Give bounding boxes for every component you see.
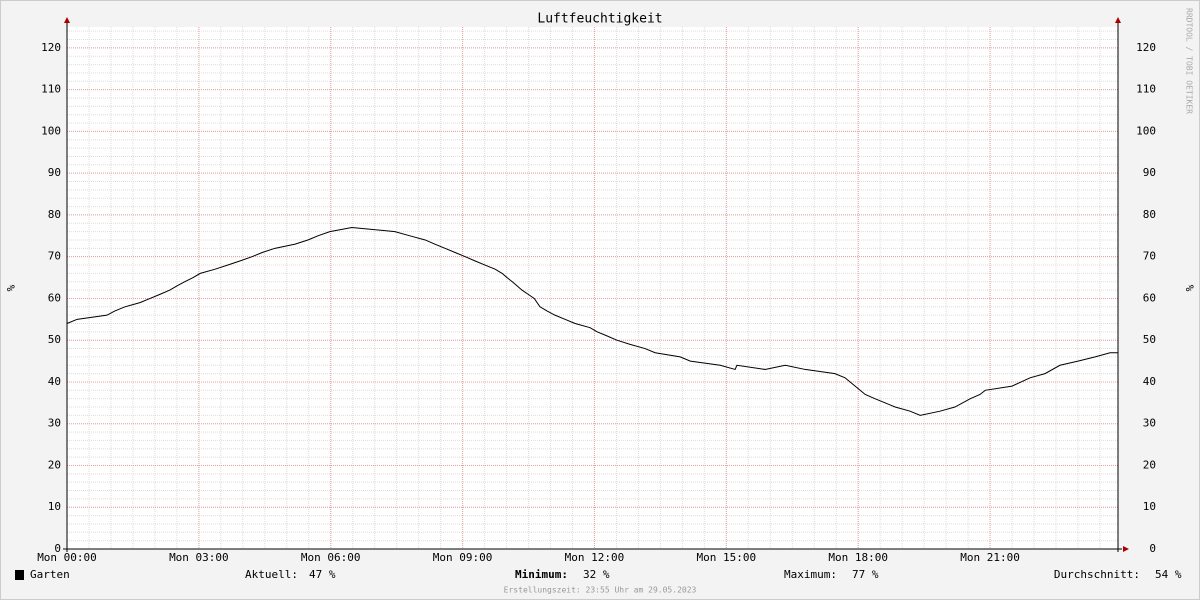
stat-label: Durchschnitt:	[1054, 568, 1140, 581]
x-tick-label: Mon 15:00	[697, 551, 757, 564]
y-tick-label: 60	[48, 291, 61, 304]
line	[66, 226, 1118, 416]
y-tick-label: 70	[48, 250, 61, 263]
axis-arrow	[1115, 17, 1121, 23]
y-tick-label: 50	[48, 333, 61, 346]
y2-tick-label: 0	[1149, 542, 1156, 555]
x-tick-label: Mon 21:00	[960, 551, 1020, 564]
stat-value: 77 %	[852, 568, 879, 581]
y-tick-label: 110	[41, 83, 61, 96]
y2-axis-label: %	[1183, 285, 1196, 292]
y-tick-label: 120	[41, 41, 61, 54]
y-axis-label: %	[4, 285, 17, 292]
y2-tick-label: 120	[1136, 41, 1156, 54]
y2-tick-label: 110	[1136, 83, 1156, 96]
y-tick-label: 100	[41, 124, 61, 137]
y2-tick-label: 20	[1143, 458, 1156, 471]
stat-label: Minimum:	[515, 568, 568, 581]
axis-arrow	[64, 17, 70, 23]
y2-tick-label: 10	[1143, 500, 1156, 513]
y2-tick-label: 50	[1143, 333, 1156, 346]
y2-tick-label: 80	[1143, 208, 1156, 221]
axis-arrow	[1123, 546, 1129, 552]
x-tick-label: Mon 06:00	[301, 551, 361, 564]
y-tick-label: 80	[48, 208, 61, 221]
stat-value: 54 %	[1155, 568, 1182, 581]
y2-tick-label: 90	[1143, 166, 1156, 179]
chart-title: Luftfeuchtigkeit	[537, 12, 662, 27]
watermark: RRDTOOL / TOBI OETIKER	[1185, 8, 1194, 114]
x-tick-label: Mon 00:00	[37, 551, 97, 564]
y-tick-label: 10	[48, 500, 61, 513]
y-tick-label: 20	[48, 458, 61, 471]
x-tick-label: Mon 12:00	[565, 551, 625, 564]
y-tick-label: 40	[48, 375, 61, 388]
x-tick-label: Mon 03:00	[169, 551, 229, 564]
plot-area	[67, 27, 1118, 549]
x-tick-label: Mon 18:00	[828, 551, 888, 564]
stat-label: Aktuell:	[245, 568, 298, 581]
stat-value: 47 %	[309, 568, 336, 581]
y-tick-label: 30	[48, 417, 61, 430]
legend-swatch	[15, 570, 24, 580]
y2-tick-label: 100	[1136, 124, 1156, 137]
y2-tick-label: 30	[1143, 417, 1156, 430]
x-tick-label: Mon 09:00	[433, 551, 493, 564]
y2-tick-label: 60	[1143, 291, 1156, 304]
y-tick-label: 90	[48, 166, 61, 179]
legend-label: Garten	[30, 568, 70, 581]
y2-tick-label: 70	[1143, 250, 1156, 263]
stat-value: 32 %	[583, 568, 610, 581]
y2-tick-label: 40	[1143, 375, 1156, 388]
footer: Erstellungszeit: 23:55 Uhr am 29.05.2023	[504, 586, 697, 595]
stat-label: Maximum:	[784, 568, 837, 581]
y-tick-label: 0	[54, 542, 61, 555]
